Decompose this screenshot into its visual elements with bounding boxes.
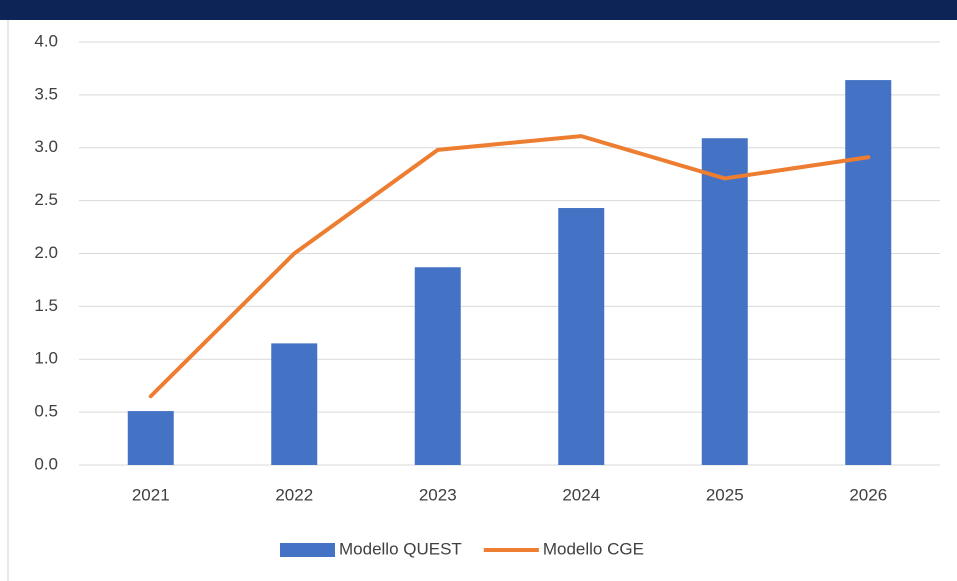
y-tick-label: 1.0 [34, 349, 58, 368]
x-tick-label: 2023 [419, 485, 457, 504]
bar [414, 267, 461, 465]
y-tick-label: 2.5 [34, 190, 58, 209]
x-tick-label: 2021 [132, 485, 170, 504]
bar [127, 411, 174, 465]
x-tick-label: 2026 [849, 485, 887, 504]
x-tick-label: 2024 [562, 485, 600, 504]
x-tick-label: 2022 [275, 485, 313, 504]
y-tick-label: 4.0 [34, 31, 58, 50]
legend-swatch [280, 543, 335, 557]
bar [271, 343, 318, 465]
y-tick-label: 3.0 [34, 137, 58, 156]
x-tick-label: 2025 [706, 485, 744, 504]
y-tick-label: 2.0 [34, 243, 58, 262]
line [148, 134, 871, 399]
bar [845, 80, 892, 465]
bar [558, 208, 605, 465]
legend-label: Modello QUEST [339, 539, 462, 558]
y-tick-label: 0.0 [34, 454, 58, 473]
y-tick-label: 1.5 [34, 296, 58, 315]
bar [701, 138, 748, 466]
y-tick-label: 3.5 [34, 84, 58, 103]
legend-label: Modello CGE [543, 539, 644, 558]
y-tick-label: 0.5 [34, 402, 58, 421]
header-bar [0, 0, 957, 20]
